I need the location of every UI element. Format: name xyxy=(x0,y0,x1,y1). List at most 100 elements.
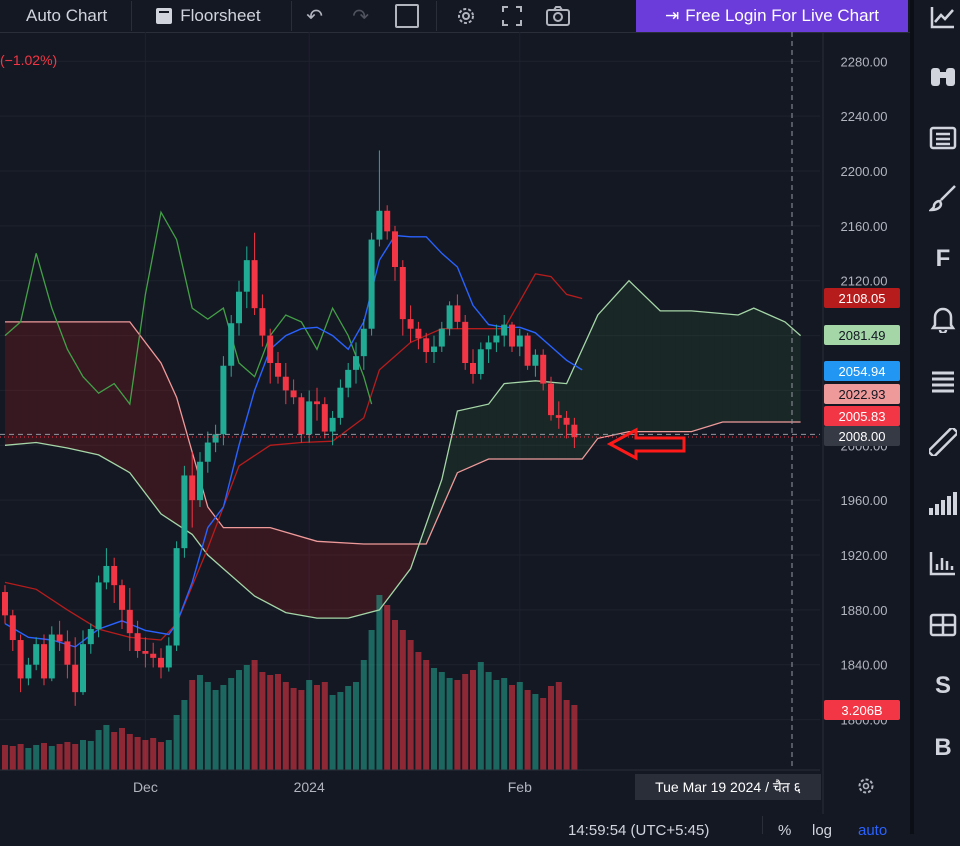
candle-body xyxy=(158,657,164,668)
candle-body xyxy=(485,342,492,350)
grid-icon[interactable] xyxy=(928,610,958,640)
candle-body xyxy=(329,417,336,432)
expand-icon[interactable] xyxy=(489,0,535,32)
volume-bar xyxy=(158,742,164,770)
b-icon[interactable]: B xyxy=(934,734,952,761)
candle-body xyxy=(415,328,422,339)
cloud-segment xyxy=(738,311,746,422)
redo-icon[interactable]: ↷ xyxy=(352,5,369,28)
volume-bar xyxy=(407,640,414,770)
cloud-segment xyxy=(590,315,598,449)
cloud-segment xyxy=(395,544,403,590)
auto-toggle[interactable]: auto xyxy=(858,822,888,839)
candle-body xyxy=(360,328,367,357)
cloud-segment xyxy=(652,303,661,432)
undo-icon[interactable]: ↶ xyxy=(306,5,323,28)
candle-body xyxy=(399,267,406,320)
candle-body xyxy=(509,324,515,347)
cloud-segment xyxy=(597,306,606,439)
volume-price-tag: 3.206B xyxy=(824,700,900,720)
bell-icon[interactable] xyxy=(928,304,958,334)
volume-bar xyxy=(321,682,328,770)
cloud-segment xyxy=(621,280,629,434)
volume-bar xyxy=(17,744,24,770)
menu-icon[interactable] xyxy=(928,366,958,396)
camera-icon[interactable] xyxy=(535,0,581,32)
volume-bar xyxy=(384,605,391,770)
cloud-segment xyxy=(488,393,497,460)
volume-bar xyxy=(126,734,133,770)
floorsheet-icon xyxy=(156,8,173,24)
cloud-segment xyxy=(36,321,44,444)
volume-bar xyxy=(306,680,313,770)
volume-bar xyxy=(368,630,375,770)
volume-bar xyxy=(150,738,157,770)
volume-bar xyxy=(142,740,149,770)
auto-chart-button[interactable]: Auto Chart xyxy=(0,0,131,32)
candle-body xyxy=(431,346,437,353)
volume-bar xyxy=(25,748,32,770)
cloud-segment xyxy=(67,321,76,450)
line-chart-icon[interactable] xyxy=(928,2,958,32)
candle-body xyxy=(376,210,383,240)
price-chart[interactable]: 1800.001840.001880.001920.001960.002000.… xyxy=(0,32,910,846)
cloud-segment xyxy=(519,381,528,460)
cloud-segment xyxy=(270,527,278,609)
cloud-segment xyxy=(792,328,801,422)
volume-bar xyxy=(477,662,484,770)
volume-bar xyxy=(48,746,55,770)
volume-bar xyxy=(243,665,250,770)
x-tick-label: Feb xyxy=(508,779,532,795)
news-icon[interactable] xyxy=(928,123,958,153)
candle-body xyxy=(384,210,391,232)
cloud-segment xyxy=(59,321,68,449)
candle-body xyxy=(189,475,196,501)
cloud-segment xyxy=(122,321,130,473)
chart-settings-icon[interactable] xyxy=(856,776,876,802)
signal-icon[interactable] xyxy=(928,488,958,518)
candle-body xyxy=(9,615,16,641)
candle-body xyxy=(204,442,211,462)
floorsheet-button[interactable]: Floorsheet xyxy=(132,0,290,32)
volume-bar xyxy=(532,694,539,770)
candle-body xyxy=(314,401,320,405)
log-toggle[interactable]: log xyxy=(812,822,833,839)
status-bar: 14:59:54 (UTC+5:45) % log auto xyxy=(0,814,910,839)
binoculars-icon[interactable] xyxy=(928,62,958,92)
fullscreen-square-icon[interactable] xyxy=(384,0,430,32)
cloud-segment xyxy=(278,529,286,613)
bar-chart-icon[interactable] xyxy=(928,548,958,578)
time-axis: ovDec2024Feb xyxy=(0,769,820,795)
percent-toggle[interactable]: % xyxy=(778,822,792,839)
volume-bar xyxy=(314,685,320,770)
candle-body xyxy=(25,664,32,679)
candle-body xyxy=(80,644,86,693)
cloud-segment xyxy=(465,407,473,470)
volume-bar xyxy=(446,678,453,770)
volume-bar xyxy=(173,715,180,770)
gear-icon[interactable] xyxy=(443,0,489,32)
ruler-icon[interactable] xyxy=(928,427,958,457)
candle-body xyxy=(142,650,149,654)
s-icon[interactable]: S xyxy=(934,672,951,699)
candle-body xyxy=(173,548,180,646)
volume-bar xyxy=(197,675,203,770)
cloud-segment xyxy=(683,310,692,432)
candle-body xyxy=(95,582,102,630)
chikou-line xyxy=(4,210,373,406)
toolbar-divider xyxy=(290,1,292,31)
y-tick-label: 2200.00 xyxy=(841,164,888,179)
volume-bar xyxy=(415,652,422,770)
cloud-segment xyxy=(707,312,715,427)
candle-body xyxy=(571,424,578,438)
candle-body xyxy=(150,653,157,658)
f-icon[interactable]: F xyxy=(935,245,951,272)
volume-bar xyxy=(267,675,274,770)
candle-body xyxy=(454,305,461,322)
cloud-segment xyxy=(691,310,700,432)
volume-bar xyxy=(345,686,352,770)
free-login-button[interactable]: ⇥ Free Login For Live Chart xyxy=(636,0,908,32)
cloud-segment xyxy=(605,297,614,437)
cloud-segment xyxy=(75,321,83,452)
brush-icon[interactable] xyxy=(928,183,958,213)
